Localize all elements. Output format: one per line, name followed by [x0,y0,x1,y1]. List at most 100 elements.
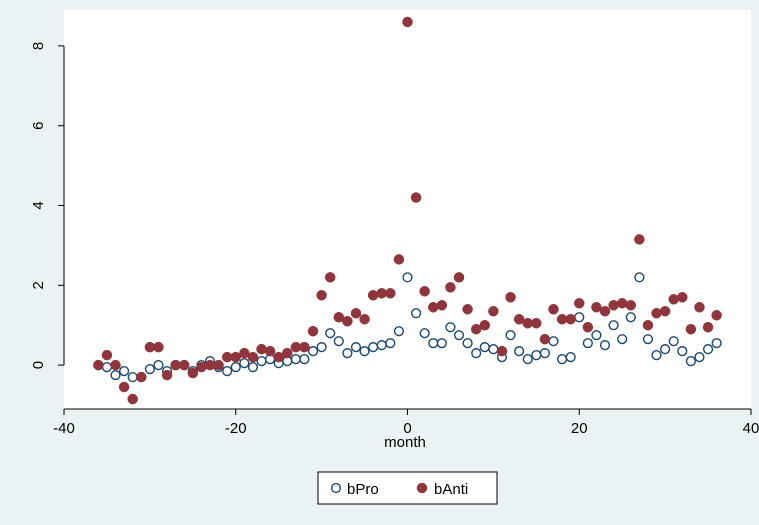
bAnti-point [531,317,542,329]
bAnti-point [625,300,637,311]
bAnti-point [350,307,362,319]
bAnti-point [127,393,138,405]
bAnti-point [582,321,594,333]
bPro-point [127,371,138,383]
bPro-point [428,338,439,349]
bAnti-point [505,292,516,303]
bPro-point [565,352,576,363]
x-tick-label: 0 [403,420,411,437]
bPro-point [625,312,636,323]
bPro-point [342,348,353,359]
bPro-point [299,354,310,365]
bPro-point [677,346,688,357]
bAnti-point [591,302,602,313]
bAnti-point [651,307,662,319]
bAnti-point [608,300,619,311]
bPro-point [668,336,679,347]
bPro-point [368,342,379,353]
bAnti-point [428,302,439,313]
bAnti-point [488,305,499,317]
bAnti-point [677,292,688,303]
legend: bPro bAnti [317,471,498,505]
bAnti-point [333,311,345,323]
bPro-point [471,348,482,359]
legend-label-bAnti: bAnti [434,481,468,498]
bPro-point [393,326,405,337]
bAnti-point [659,305,671,317]
bAnti-point [273,351,284,363]
bAnti-point [393,254,405,265]
series-bAnti [93,16,722,405]
bAnti-point [187,367,199,379]
bPro-point [574,312,585,323]
y-tick-label: 6 [30,122,47,130]
bPro-point [514,346,525,357]
bPro-point [119,365,130,377]
bPro-point [101,362,113,373]
bPro-point [316,342,327,353]
bPro-point [247,362,259,373]
bPro-point [582,338,593,349]
bPro-point [599,340,611,351]
bAnti-point [616,298,628,309]
bPro-point [479,342,490,353]
bPro-point [634,272,645,283]
bAnti-point [196,361,207,373]
bAnti-point [264,345,276,357]
bPro-point [153,360,164,371]
bAnti-point [462,304,473,315]
bPro-point [290,354,301,365]
bPro-point [256,356,267,367]
bPro-point [402,272,413,283]
bAnti-point [685,323,697,335]
legend-marker-bPro [330,482,342,494]
bAnti-point [136,371,147,383]
bAnti-point [282,347,293,359]
bPro-point [410,308,422,319]
bPro-point [702,344,714,355]
bPro-point [548,336,559,347]
bAnti-point [307,325,319,337]
bAnti-point [711,309,722,321]
bAnti-point [539,333,551,345]
bPro-point [522,354,533,365]
bPro-point [539,348,551,359]
bPro-point [685,356,696,367]
bAnti-point [402,16,413,28]
bAnti-point [479,319,491,331]
bAnti-point [419,286,430,297]
bAnti-point [574,298,585,309]
bAnti-point [153,341,164,353]
bPro-point [608,320,619,331]
bPro-point [617,334,628,345]
x-tick-label: 40 [743,420,759,437]
bAnti-point [247,351,259,363]
bPro-point [144,364,155,375]
bPro-point [436,338,447,349]
bAnti-point [445,282,456,293]
bPro-point [462,338,473,349]
bAnti-point [110,359,121,371]
bPro-point [110,369,121,381]
x-tick-label: 20 [571,420,588,437]
bAnti-point [101,349,113,361]
bPro-point [333,336,344,347]
x-tick-label: -20 [225,420,247,437]
bAnti-point [213,359,224,371]
y-axis: 0 2 4 6 8 [30,42,65,369]
x-axis: -40 -20 0 20 40 [53,408,759,437]
bPro-point [453,330,465,341]
bPro-point [505,330,516,341]
bAnti-point [702,321,714,333]
bPro-point [642,334,654,345]
bPro-point [445,322,456,333]
bAnti-point [93,359,104,371]
bPro-point [359,346,370,357]
y-tick-label: 8 [30,42,47,50]
bAnti-point [239,347,250,359]
bPro-point [376,340,387,351]
bPro-point [325,328,336,339]
bAnti-point [367,290,379,301]
x-tick-label: -40 [53,420,75,437]
